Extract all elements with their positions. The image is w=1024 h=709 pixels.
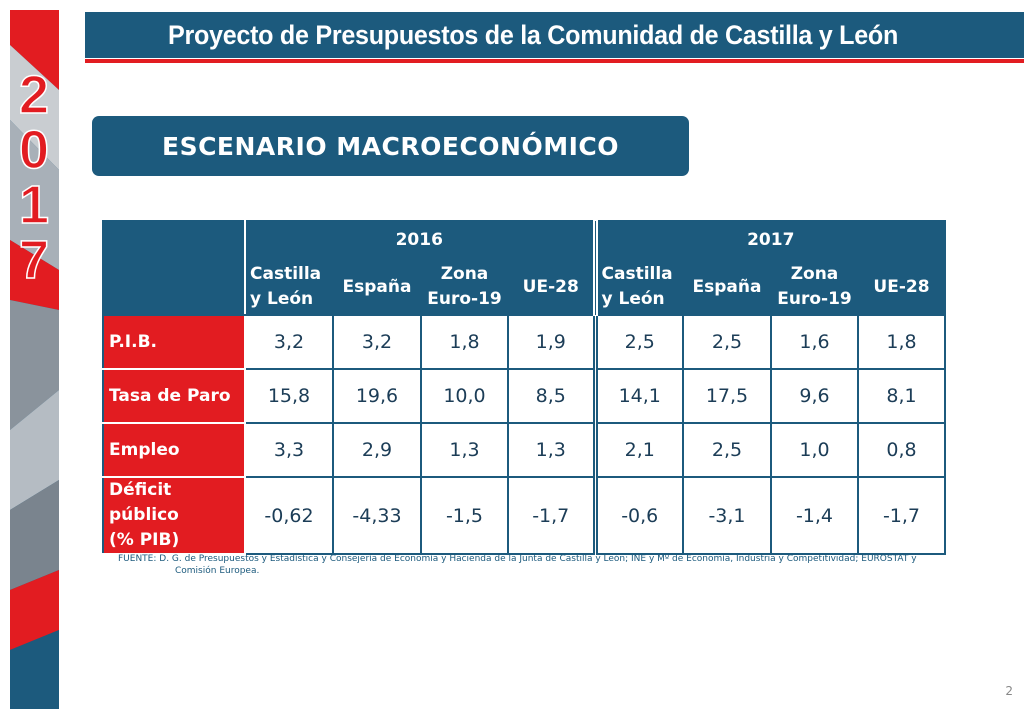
source-line: FUENTE: D. G. de Presupuestos y Estadíst… xyxy=(118,554,917,564)
header-divider xyxy=(85,59,1024,63)
table-cell: -1,4 xyxy=(770,476,859,555)
row-label: Déficit público (% PIB) xyxy=(102,476,246,555)
region-header-espana: España xyxy=(682,258,772,316)
table-cell: 2,5 xyxy=(682,422,772,478)
table-cell: 3,2 xyxy=(332,314,422,370)
table-cell: 14,1 xyxy=(592,368,684,424)
region-header-zona-euro: Zona Euro-19 xyxy=(420,258,509,316)
section-title-box: ESCENARIO MACROECONÓMICO xyxy=(92,116,689,176)
table-cell: 2,5 xyxy=(592,314,684,370)
table-cell: 3,2 xyxy=(244,314,334,370)
year-digit: 1 xyxy=(19,175,49,235)
table-cell: -0,62 xyxy=(244,476,334,555)
table-cell: 2,5 xyxy=(682,314,772,370)
table-cell: 1,3 xyxy=(507,422,596,478)
table-cell: 2,1 xyxy=(592,422,684,478)
source-note: FUENTE: D. G. de Presupuestos y Estadíst… xyxy=(118,553,958,577)
table-cell: 1,0 xyxy=(770,422,859,478)
table-cell: 10,0 xyxy=(420,368,509,424)
table-cell: 1,8 xyxy=(420,314,509,370)
table-cell: 0,8 xyxy=(857,422,946,478)
year-header-2017: 2017 xyxy=(592,220,946,260)
row-label: P.I.B. xyxy=(102,314,246,370)
table-cell: 17,5 xyxy=(682,368,772,424)
table-cell: -1,7 xyxy=(857,476,946,555)
table-row-deficit: Déficit público (% PIB) -0,62 -4,33 -1,5 … xyxy=(102,476,946,555)
table-row-empleo: Empleo 3,3 2,9 1,3 1,3 2,1 2,5 1,0 0,8 xyxy=(102,422,946,478)
table-cell: 9,6 xyxy=(770,368,859,424)
section-title: ESCENARIO MACROECONÓMICO xyxy=(162,131,619,161)
year-digit: 7 xyxy=(19,230,49,290)
table-cell: -1,5 xyxy=(420,476,509,555)
table-cell: 8,1 xyxy=(857,368,946,424)
year-digit: 0 xyxy=(19,120,49,180)
table-cell: 2,9 xyxy=(332,422,422,478)
region-header-ue28: UE-28 xyxy=(507,258,596,316)
table-cell: -1,7 xyxy=(507,476,596,555)
table-cell: 1,8 xyxy=(857,314,946,370)
table-corner xyxy=(102,220,246,316)
region-header-ue28: UE-28 xyxy=(857,258,946,316)
source-line: Comisión Europea. xyxy=(175,566,260,576)
table-cell: -3,1 xyxy=(682,476,772,555)
table-row-tasa-paro: Tasa de Paro 15,8 19,6 10,0 8,5 14,1 17,… xyxy=(102,368,946,424)
table-cell: 1,6 xyxy=(770,314,859,370)
table-cell: 1,3 xyxy=(420,422,509,478)
table-cell: 8,5 xyxy=(507,368,596,424)
header-title: Proyecto de Presupuestos de la Comunidad… xyxy=(168,19,899,50)
row-label: Empleo xyxy=(102,422,246,478)
page-number: 2 xyxy=(1005,684,1013,698)
region-header-castilla-leon: Castilla y León xyxy=(592,258,684,316)
region-header-espana: España xyxy=(332,258,422,316)
table-cell: 1,9 xyxy=(507,314,596,370)
table-cell: 3,3 xyxy=(244,422,334,478)
table-cell: -4,33 xyxy=(332,476,422,555)
region-header-castilla-leon: Castilla y León xyxy=(244,258,334,316)
table-cell: 15,8 xyxy=(244,368,334,424)
side-strip-decoration: 2 0 1 7 xyxy=(10,10,59,709)
region-header-zona-euro: Zona Euro-19 xyxy=(770,258,859,316)
year-header-2016: 2016 xyxy=(244,220,596,260)
macro-table: 2016 2017 Castilla y León España Zona Euro… xyxy=(102,220,946,555)
header-bar: Proyecto de Presupuestos de la Comunidad… xyxy=(85,12,1024,58)
table-row-pib: P.I.B. 3,2 3,2 1,8 1,9 2,5 2,5 1,6 1,8 xyxy=(102,314,946,370)
year-digit: 2 xyxy=(19,65,49,125)
row-label: Tasa de Paro xyxy=(102,368,246,424)
table-cell: 19,6 xyxy=(332,368,422,424)
table-cell: -0,6 xyxy=(592,476,684,555)
